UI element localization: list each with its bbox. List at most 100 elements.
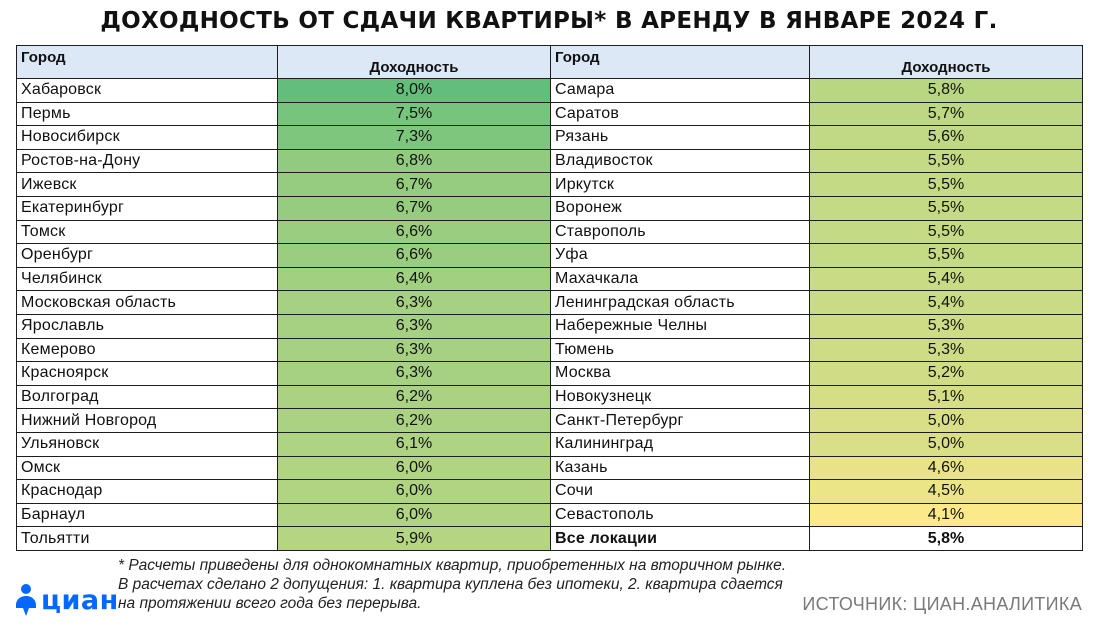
table-row: Кемерово 6,3% Тюмень 5,3% xyxy=(16,337,1083,363)
city-cell-left: Екатеринбург xyxy=(16,195,278,221)
city-cell-right: Рязань xyxy=(550,125,810,150)
footnote: * Расчеты приведены для однокомнатных кв… xyxy=(118,557,787,612)
table-row: Пермь 7,5% Саратов 5,7% xyxy=(16,101,1083,127)
city-cell-left: Кемерово xyxy=(16,337,278,363)
yield-cell-left: 6,4% xyxy=(277,266,551,292)
yield-cell-right: 5,5% xyxy=(809,219,1083,245)
chart-title: ДОХОДНОСТЬ ОТ СДАЧИ КВАРТИРЫ* В АРЕНДУ В… xyxy=(100,8,998,34)
table-row: Екатеринбург 6,7% Воронеж 5,5% xyxy=(16,195,1083,221)
city-cell-right: Набережные Челны xyxy=(550,313,810,339)
yield-cell-right: 5,5% xyxy=(809,195,1083,221)
city-cell-left: Волгоград xyxy=(16,384,278,410)
table-row: Челябинск 6,4% Махачкала 5,4% xyxy=(16,266,1083,292)
city-cell-left: Ярославль xyxy=(16,313,278,339)
city-cell-right: Казань xyxy=(550,455,810,481)
table-row: Новосибирск 7,3% Рязань 5,6% xyxy=(16,125,1083,150)
table-row: Нижний Новгород 6,2% Санкт-Петербург 5,0% xyxy=(16,408,1083,433)
table-row: Волгоград 6,2% Новокузнецк 5,1% xyxy=(16,384,1083,410)
city-cell-right: Уфа xyxy=(550,243,810,268)
cian-logo: циан xyxy=(14,582,119,618)
yield-cell-left: 6,0% xyxy=(277,455,551,481)
source-label: ИСТОЧНИК: ЦИАН.АНАЛИТИКА xyxy=(802,594,1082,614)
city-cell-left: Ульяновск xyxy=(16,431,278,457)
city-cell-left: Нижний Новгород xyxy=(16,408,278,433)
table-row: Омск 6,0% Казань 4,6% xyxy=(16,455,1083,481)
yield-cell-left: 6,2% xyxy=(277,384,551,410)
city-cell-right: Саратов xyxy=(550,101,810,127)
table-row: Томск 6,6% Ставрополь 5,5% xyxy=(16,219,1083,245)
yield-cell-left: 6,2% xyxy=(277,408,551,433)
city-cell-right: Новокузнецк xyxy=(550,384,810,410)
city-cell-left: Ростов-на-Дону xyxy=(16,148,278,174)
city-cell-left: Барнаул xyxy=(16,502,278,528)
yield-cell-right: 5,3% xyxy=(809,337,1083,363)
yield-cell-right: 5,2% xyxy=(809,361,1083,386)
yield-cell-right: 5,6% xyxy=(809,125,1083,150)
yield-cell-right: 5,3% xyxy=(809,313,1083,339)
yield-cell-left: 5,9% xyxy=(277,526,551,551)
yield-cell-right: 5,0% xyxy=(809,408,1083,433)
city-cell-left: Томск xyxy=(16,219,278,245)
city-cell-right: Самара xyxy=(550,78,810,103)
table-row: Краснодар 6,0% Сочи 4,5% xyxy=(16,479,1083,504)
city-cell-right: Владивосток xyxy=(550,148,810,174)
header-city-left: Город xyxy=(16,45,278,79)
yield-cell-right: 5,4% xyxy=(809,266,1083,292)
yield-cell-right: 4,1% xyxy=(809,502,1083,528)
yield-cell-left: 6,8% xyxy=(277,148,551,174)
yield-cell-right: 5,0% xyxy=(809,431,1083,457)
yield-cell-left: 8,0% xyxy=(277,78,551,103)
table-row: Ярославль 6,3% Набережные Челны 5,3% xyxy=(16,313,1083,339)
table-row: Хабаровск 8,0% Самара 5,8% xyxy=(16,78,1083,103)
city-cell-left: Красноярск xyxy=(16,361,278,386)
yield-cell-left: 7,3% xyxy=(277,125,551,150)
yield-cell-right: 5,1% xyxy=(809,384,1083,410)
yield-cell-right: 4,6% xyxy=(809,455,1083,481)
city-cell-right: Все локации xyxy=(550,526,810,551)
table-row: Оренбург 6,6% Уфа 5,5% xyxy=(16,243,1083,268)
city-cell-right: Воронеж xyxy=(550,195,810,221)
yield-cell-right: 4,5% xyxy=(809,479,1083,504)
table-row: Барнаул 6,0% Севастополь 4,1% xyxy=(16,502,1083,528)
yield-cell-right: 5,8% xyxy=(809,78,1083,103)
city-cell-right: Ставрополь xyxy=(550,219,810,245)
city-cell-right: Ленинградская область xyxy=(550,290,810,315)
table-row: Ростов-на-Дону 6,8% Владивосток 5,5% xyxy=(16,148,1083,174)
yield-cell-right: 5,8% xyxy=(809,526,1083,551)
yield-cell-right: 5,4% xyxy=(809,290,1083,315)
table-row: Московская область 6,3% Ленинградская обла… xyxy=(16,290,1083,315)
table-row: Красноярск 6,3% Москва 5,2% xyxy=(16,361,1083,386)
city-cell-right: Санкт-Петербург xyxy=(550,408,810,433)
yield-cell-left: 6,0% xyxy=(277,502,551,528)
city-cell-left: Хабаровск xyxy=(16,78,278,103)
location-pin-person-icon xyxy=(16,584,36,616)
yield-cell-left: 6,3% xyxy=(277,290,551,315)
city-cell-right: Махачкала xyxy=(550,266,810,292)
yield-cell-left: 6,0% xyxy=(277,479,551,504)
city-cell-left: Московская область xyxy=(16,290,278,315)
yield-cell-right: 5,5% xyxy=(809,243,1083,268)
city-cell-right: Севастополь xyxy=(550,502,810,528)
yield-cell-right: 5,7% xyxy=(809,101,1083,127)
city-cell-right: Тюмень xyxy=(550,337,810,363)
yield-cell-left: 6,7% xyxy=(277,195,551,221)
city-cell-left: Омск xyxy=(16,455,278,481)
yield-cell-left: 6,3% xyxy=(277,313,551,339)
yield-table: Город Доходность Город Доходность Хабаро… xyxy=(16,45,1083,551)
header-yield-right: Доходность xyxy=(809,45,1083,79)
city-cell-left: Тольятти xyxy=(16,526,278,551)
yield-cell-left: 7,5% xyxy=(277,101,551,127)
table-row: Ижевск 6,7% Иркутск 5,5% xyxy=(16,172,1083,197)
city-cell-left: Челябинск xyxy=(16,266,278,292)
logo-text: циан xyxy=(41,584,119,616)
city-cell-left: Краснодар xyxy=(16,479,278,504)
yield-cell-left: 6,6% xyxy=(277,243,551,268)
city-cell-right: Москва xyxy=(550,361,810,386)
header-yield-left: Доходность xyxy=(277,45,551,79)
yield-cell-right: 5,5% xyxy=(809,148,1083,174)
city-cell-right: Калининград xyxy=(550,431,810,457)
city-cell-left: Оренбург xyxy=(16,243,278,268)
table-row: Тольятти 5,9% Все локации 5,8% xyxy=(16,526,1083,551)
yield-cell-left: 6,1% xyxy=(277,431,551,457)
city-cell-left: Пермь xyxy=(16,101,278,127)
